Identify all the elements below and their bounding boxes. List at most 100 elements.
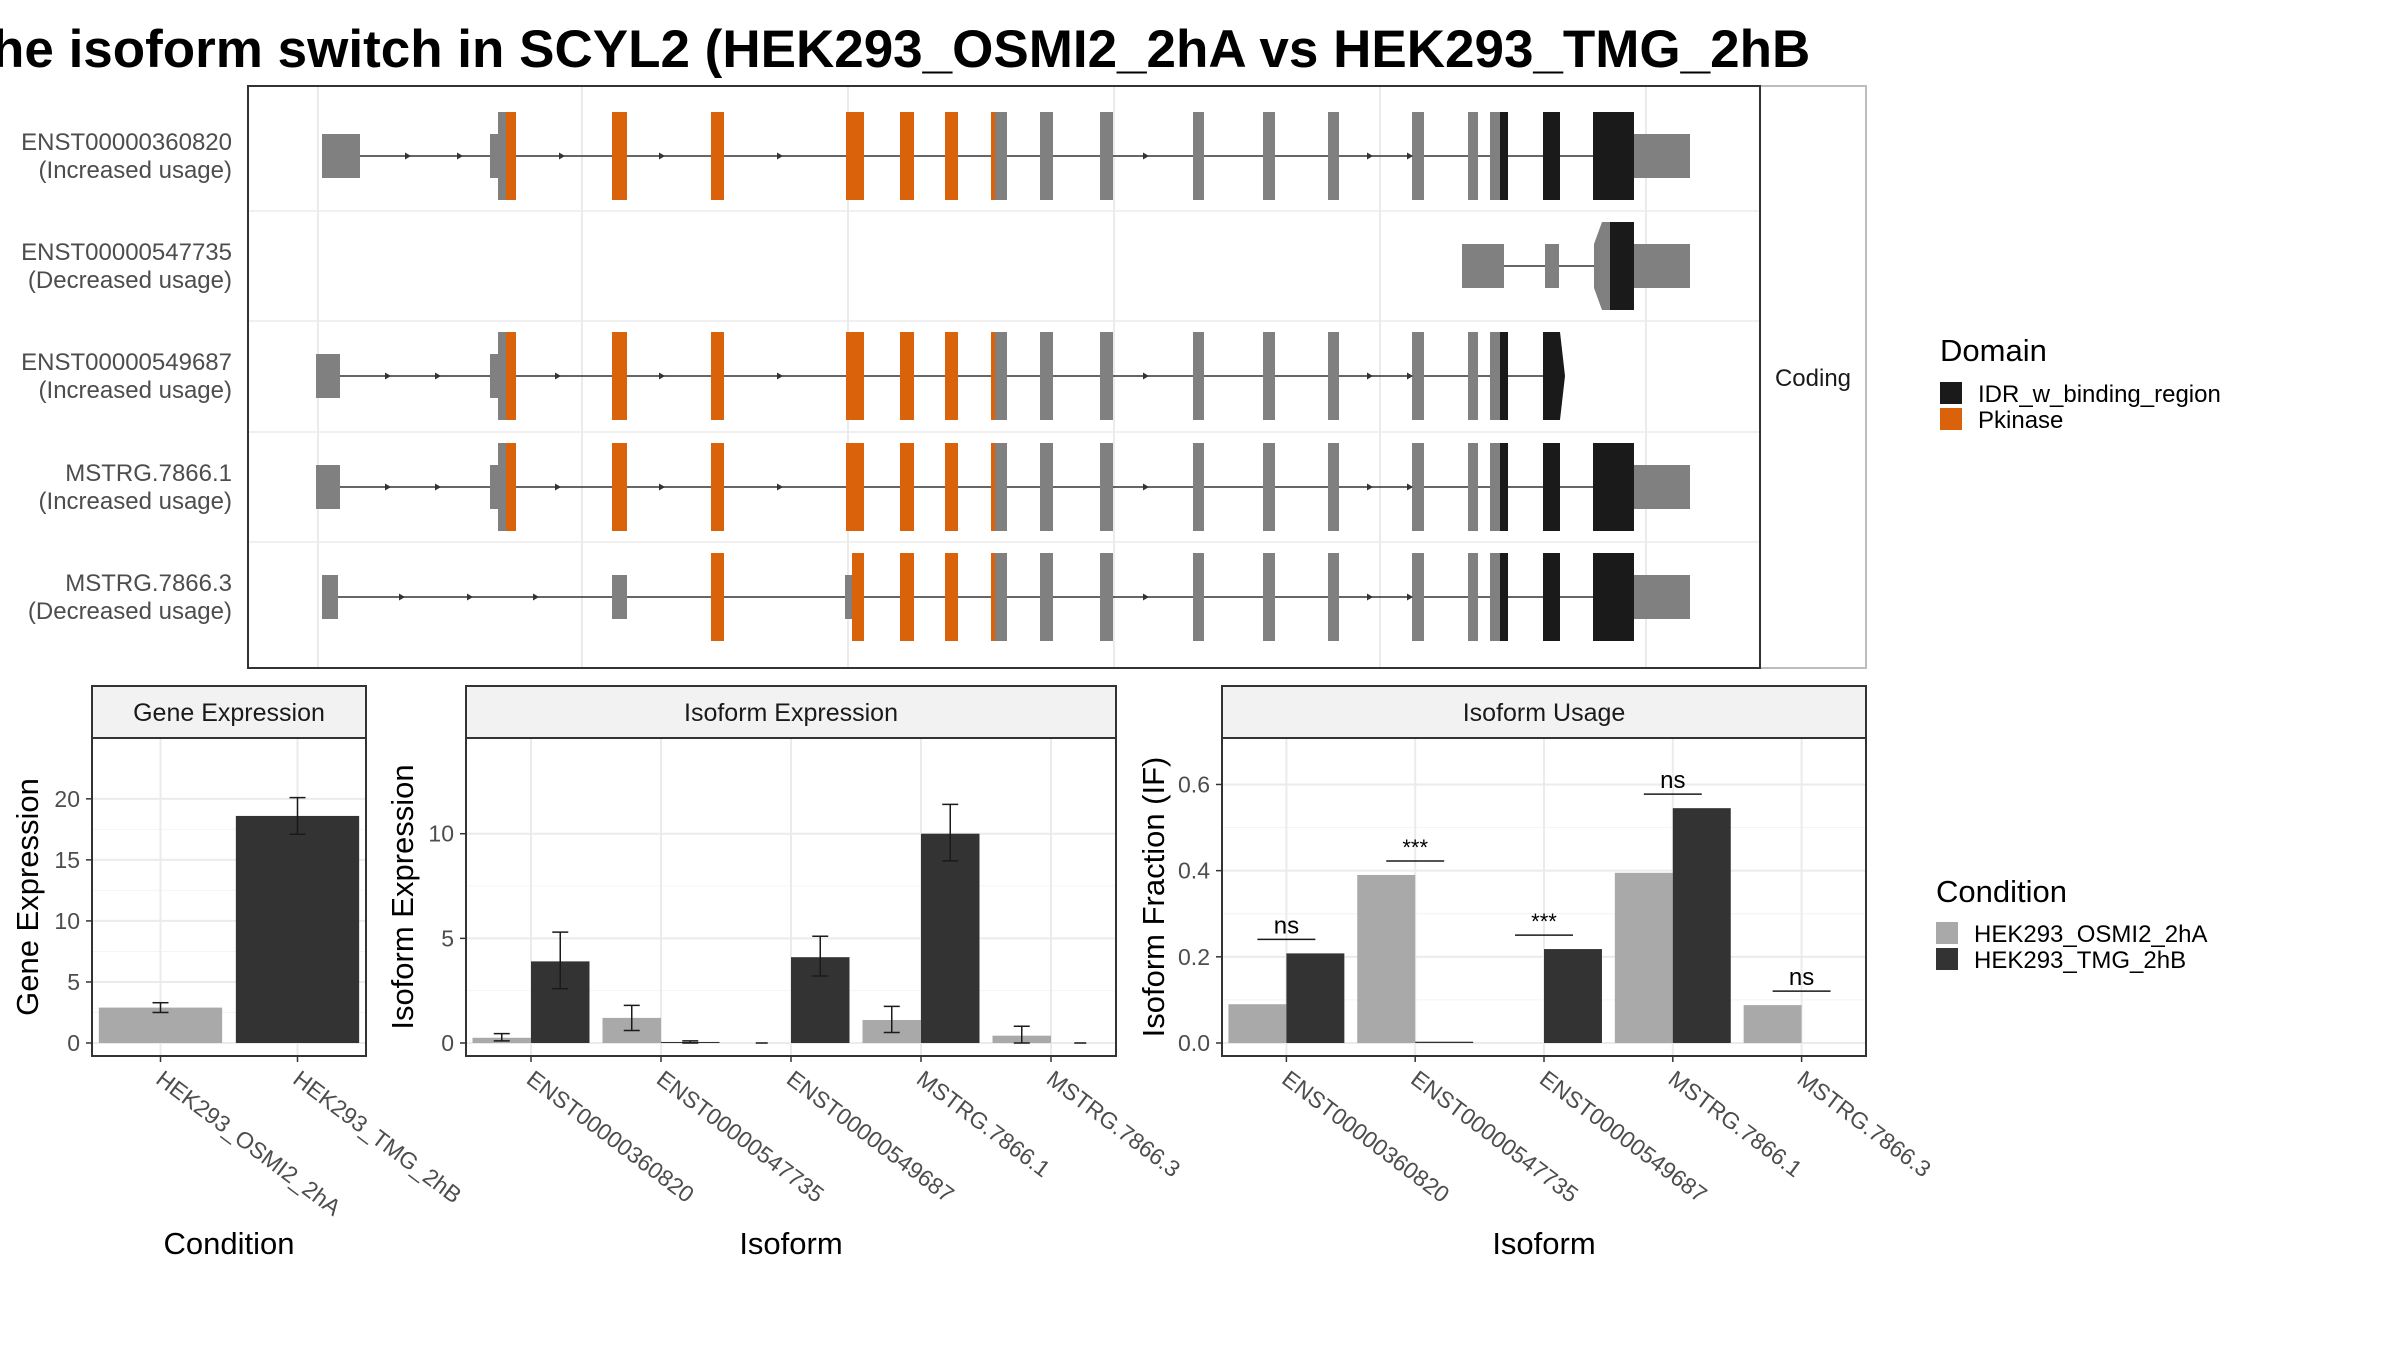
- intron-direction-arrow: [1367, 483, 1373, 491]
- intron-direction-arrow: [467, 593, 473, 601]
- y-tick-label: 15: [54, 847, 80, 873]
- utr-exon: [1634, 575, 1690, 619]
- utr-exon: [1545, 244, 1559, 288]
- coding-exon: [1412, 332, 1424, 420]
- utr-exon: [316, 465, 340, 509]
- coding-exon: [1500, 332, 1508, 420]
- intron-direction-arrow: [1367, 593, 1373, 601]
- condition-legend-label: HEK293_TMG_2hB: [1974, 947, 2186, 974]
- coding-exon: [498, 443, 506, 531]
- coding-exon: [900, 443, 914, 531]
- intron-direction-arrow: [1367, 152, 1373, 160]
- bar-panel-strip: [91, 685, 367, 739]
- bar: [235, 815, 360, 1043]
- condition-legend-title: Condition: [1936, 874, 2067, 909]
- bar: [1228, 1004, 1287, 1043]
- condition-legend-label: HEK293_OSMI2_2hA: [1974, 921, 2207, 948]
- coding-exon: [1610, 222, 1634, 310]
- y-tick-label: 0.0: [1178, 1030, 1210, 1056]
- utr-exon: [1462, 244, 1504, 288]
- bar: [1415, 1041, 1474, 1043]
- coding-exon: [945, 553, 958, 641]
- coding-exon: [1100, 443, 1113, 531]
- transcript-id-label: MSTRG.7866.1: [65, 460, 232, 487]
- x-axis-title: Isoform: [739, 1226, 842, 1261]
- coding-exon: [1543, 443, 1560, 531]
- intron-direction-arrow: [1367, 372, 1373, 380]
- transcript-usage-label: (Increased usage): [39, 157, 232, 184]
- domain-legend-label: Pkinase: [1978, 407, 2063, 434]
- intron-direction-arrow: [777, 483, 783, 491]
- coding-exon: [1594, 222, 1610, 310]
- intron-direction-arrow: [533, 593, 539, 601]
- significance-label: ***: [1402, 835, 1428, 860]
- coding-exon: [506, 112, 516, 200]
- intron-direction-arrow: [777, 372, 783, 380]
- intron-direction-arrow: [1143, 593, 1149, 601]
- intron-direction-arrow: [1143, 152, 1149, 160]
- x-axis-title: Condition: [164, 1226, 295, 1261]
- intron-direction-arrow: [457, 152, 463, 160]
- intron-direction-arrow: [435, 372, 441, 380]
- intron-direction-arrow: [1407, 152, 1413, 160]
- y-tick-label: 0.2: [1178, 944, 1210, 970]
- bar: [1614, 872, 1673, 1043]
- transcript-id-label: MSTRG.7866.3: [65, 570, 232, 597]
- coding-exon: [711, 112, 724, 200]
- coding-exon: [711, 332, 724, 420]
- coding-exon: [498, 332, 506, 420]
- significance-label: ns: [1789, 964, 1814, 991]
- intron-direction-arrow: [659, 372, 665, 380]
- y-tick-label: 0: [441, 1030, 454, 1056]
- bar: [1357, 874, 1416, 1043]
- bar: [1544, 949, 1602, 1043]
- coding-exon: [1593, 443, 1634, 531]
- coding-exon: [991, 112, 995, 200]
- coding-exon: [1412, 443, 1424, 531]
- x-axis-title: Isoform: [1492, 1226, 1595, 1261]
- coding-exon: [1412, 553, 1424, 641]
- utr-exon: [1634, 244, 1690, 288]
- coding-exon: [1100, 332, 1113, 420]
- coding-exon: [1100, 553, 1113, 641]
- coding-exon: [1543, 553, 1560, 641]
- y-axis-title: Isoform Fraction (IF): [1136, 757, 1171, 1038]
- y-axis-title: Gene Expression: [10, 778, 45, 1016]
- utr-exon: [490, 134, 500, 178]
- coding-exon: [711, 553, 724, 641]
- transcript-usage-label: (Decreased usage): [28, 267, 232, 294]
- condition-legend-swatch: [1936, 922, 1958, 944]
- y-tick-label: 20: [54, 786, 80, 812]
- coding-exon: [945, 112, 958, 200]
- bar: [98, 1007, 223, 1043]
- x-tick-label: MSTRG.7866.1: [1664, 1065, 1807, 1182]
- y-tick-label: 10: [428, 821, 454, 847]
- page-title: he isoform switch in SCYL2 (HEK293_OSMI2…: [0, 20, 1811, 79]
- utr-exon: [322, 575, 338, 619]
- structure-strip: [1759, 85, 1867, 669]
- domain-legend-swatch: [1940, 408, 1962, 430]
- coding-exon: [846, 443, 864, 531]
- coding-exon: [1328, 112, 1339, 200]
- significance-label: ***: [1531, 909, 1557, 934]
- intron-direction-arrow: [1407, 483, 1413, 491]
- coding-exon: [612, 112, 627, 200]
- y-tick-label: 0: [67, 1030, 80, 1056]
- utr-exon: [490, 354, 500, 398]
- coding-exon: [1468, 332, 1478, 420]
- intron-direction-arrow: [659, 483, 665, 491]
- utr-exon: [322, 134, 360, 178]
- significance-label: ns: [1274, 912, 1299, 939]
- coding-exon: [991, 553, 995, 641]
- bar: [1286, 953, 1345, 1043]
- utr-exon: [612, 575, 627, 619]
- intron-direction-arrow: [1407, 593, 1413, 601]
- intron-direction-arrow: [435, 483, 441, 491]
- coding-exon: [1328, 553, 1339, 641]
- coding-exon: [498, 112, 506, 200]
- coding-exon: [1500, 553, 1508, 641]
- bar-panel-border: [1221, 737, 1867, 1057]
- bar-panel-strip-title: Isoform Usage: [1463, 699, 1626, 727]
- bar-panel-strip-title: Isoform Expression: [684, 699, 898, 727]
- coding-exon: [991, 443, 995, 531]
